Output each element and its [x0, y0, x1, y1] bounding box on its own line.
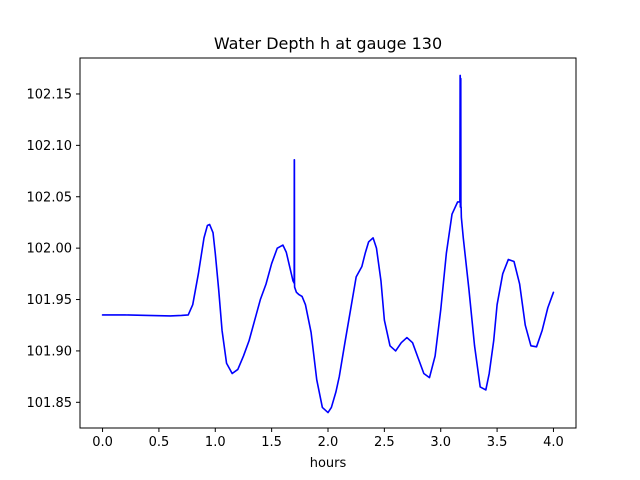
y-tick-label: 101.85: [27, 396, 73, 411]
y-tick-label: 102.00: [27, 242, 73, 257]
x-tick-label: 1.0: [205, 435, 226, 450]
x-tick-label: 1.5: [261, 435, 282, 450]
x-axis: 0.0 0.5 1.0 1.5 2.0 2.5 3.0 3.5 4.0: [92, 428, 564, 450]
x-axis-label: hours: [310, 456, 347, 471]
chart-title: Water Depth h at gauge 130: [214, 34, 442, 53]
series-layer: [101, 74, 555, 414]
y-tick-label: 102.15: [27, 87, 73, 102]
series-line: [101, 74, 555, 414]
x-tick-label: 4.0: [543, 435, 564, 450]
x-tick-label: 2.0: [318, 435, 339, 450]
x-tick-label: 3.5: [487, 435, 508, 450]
x-tick-label: 3.0: [430, 435, 451, 450]
y-tick-label: 101.90: [27, 344, 73, 359]
y-tick-label: 101.95: [27, 293, 73, 308]
y-tick-label: 102.10: [27, 139, 73, 154]
x-tick-label: 2.5: [374, 435, 395, 450]
y-axis: 101.85 101.90 101.95 102.00 102.05 102.10 102.…: [27, 87, 80, 411]
x-tick-label: 0.5: [149, 435, 170, 450]
x-tick-label: 0.0: [92, 435, 113, 450]
plot-frame: [79, 57, 577, 429]
y-tick-label: 102.05: [27, 190, 73, 205]
plot-area: [80, 58, 576, 428]
